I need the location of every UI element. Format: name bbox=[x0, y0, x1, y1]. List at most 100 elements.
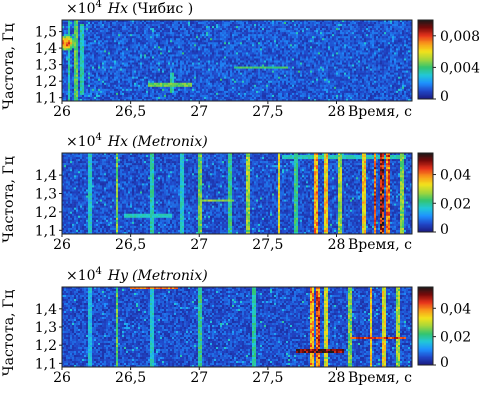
heatmap-cell bbox=[108, 50, 111, 53]
heatmap-cell bbox=[198, 46, 201, 49]
heatmap-cell bbox=[168, 44, 171, 47]
heatmap-cell bbox=[382, 66, 385, 69]
heatmap-cell bbox=[246, 24, 249, 27]
heatmap-cell bbox=[134, 60, 137, 63]
heatmap-cell bbox=[374, 54, 377, 57]
heatmap-cell bbox=[252, 58, 255, 61]
heatmap-cell bbox=[110, 28, 113, 31]
heatmap-cell bbox=[100, 76, 103, 80]
heatmap-cell bbox=[390, 36, 393, 39]
heatmap-cell bbox=[204, 34, 207, 37]
heatmap-cell bbox=[156, 54, 159, 57]
heatmap-cell bbox=[84, 42, 87, 45]
heatmap-cell bbox=[306, 54, 309, 57]
heatmap-cell bbox=[160, 70, 163, 73]
heatmap-cell bbox=[404, 66, 407, 69]
heatmap-cell bbox=[290, 66, 293, 69]
heatmap-cell bbox=[154, 20, 157, 23]
heatmap-cell bbox=[62, 54, 65, 57]
heatmap-cell bbox=[300, 56, 303, 59]
heatmap-cell bbox=[98, 68, 101, 71]
heatmap-cell bbox=[392, 72, 395, 75]
heatmap-cell bbox=[250, 76, 253, 80]
heatmap-cell bbox=[324, 58, 327, 61]
heatmap-cell bbox=[300, 50, 303, 53]
heatmap-cell bbox=[172, 20, 175, 23]
heatmap-cell bbox=[78, 72, 81, 75]
heatmap-cell bbox=[306, 40, 309, 43]
heatmap-cell bbox=[288, 64, 291, 67]
heatmap-cell bbox=[326, 34, 329, 37]
heatmap-cell bbox=[228, 38, 231, 41]
heatmap-cell bbox=[112, 50, 115, 53]
heatmap-cell bbox=[140, 30, 143, 33]
heatmap-cell bbox=[358, 58, 361, 61]
heatmap-cell bbox=[262, 48, 265, 51]
heatmap-cell bbox=[330, 38, 333, 41]
heatmap-cell bbox=[390, 24, 393, 27]
heatmap-cell bbox=[64, 74, 67, 77]
heatmap-cell bbox=[152, 42, 155, 45]
heatmap-cell bbox=[82, 48, 85, 51]
heatmap-cell bbox=[184, 28, 187, 31]
heatmap-cell bbox=[268, 62, 271, 65]
heatmap-cell bbox=[282, 68, 285, 71]
heatmap-cell bbox=[186, 36, 189, 39]
heatmap-cell bbox=[104, 24, 107, 27]
heatmap-cell bbox=[128, 60, 131, 63]
heatmap-cell bbox=[214, 56, 217, 59]
heatmap-cell bbox=[388, 52, 391, 55]
heatmap-cell bbox=[104, 68, 107, 71]
heatmap-cell bbox=[242, 42, 245, 45]
heatmap-cell bbox=[336, 74, 339, 77]
heatmap-cell bbox=[336, 56, 339, 59]
heatmap-cell bbox=[162, 74, 165, 77]
heatmap-cell bbox=[232, 74, 235, 77]
heatmap-cell bbox=[206, 54, 209, 57]
heatmap-cell bbox=[322, 22, 325, 25]
heatmap-cell bbox=[376, 28, 379, 31]
heatmap-cell bbox=[316, 38, 319, 41]
heatmap-cell bbox=[390, 54, 393, 57]
heatmap-cell bbox=[236, 40, 239, 43]
heatmap-cell bbox=[130, 48, 133, 51]
heatmap-cell bbox=[76, 30, 79, 33]
heatmap-cell bbox=[304, 42, 307, 45]
heatmap-cell bbox=[392, 32, 395, 35]
heatmap-cell bbox=[156, 52, 159, 55]
heatmap-cell bbox=[362, 30, 365, 33]
heatmap-cell bbox=[168, 74, 171, 77]
heatmap-cell bbox=[370, 28, 373, 31]
heatmap-cell bbox=[300, 46, 303, 49]
heatmap-cell bbox=[248, 76, 251, 80]
heatmap-cell bbox=[398, 54, 401, 57]
heatmap-cell bbox=[386, 28, 389, 31]
heatmap-cell bbox=[384, 58, 387, 61]
heatmap-cell bbox=[150, 48, 153, 51]
heatmap-cell bbox=[174, 62, 177, 65]
heatmap-cell bbox=[232, 36, 235, 39]
heatmap-cell bbox=[118, 32, 121, 35]
heatmap-cell bbox=[320, 72, 323, 75]
heatmap-cell bbox=[324, 44, 327, 47]
heatmap-cell bbox=[390, 28, 393, 31]
heatmap-cell bbox=[198, 74, 201, 77]
heatmap-cell bbox=[250, 64, 253, 67]
heatmap-cell bbox=[318, 72, 321, 75]
heatmap-cell bbox=[112, 22, 115, 25]
heatmap-cell bbox=[160, 72, 163, 75]
heatmap-cell bbox=[272, 54, 275, 57]
heatmap-cell bbox=[94, 48, 97, 51]
heatmap-cell bbox=[366, 38, 369, 41]
heatmap-cell bbox=[318, 40, 321, 43]
heatmap-cell bbox=[338, 40, 341, 43]
heatmap-cell bbox=[152, 76, 155, 80]
heatmap-cell bbox=[62, 38, 65, 41]
heatmap-cell bbox=[400, 20, 403, 23]
heatmap-cell bbox=[308, 34, 311, 37]
heatmap-cell bbox=[146, 60, 149, 63]
heatmap-cell bbox=[292, 30, 295, 33]
heatmap-cell bbox=[266, 56, 269, 59]
heatmap-cell bbox=[62, 40, 65, 43]
heatmap-cell bbox=[224, 66, 227, 69]
